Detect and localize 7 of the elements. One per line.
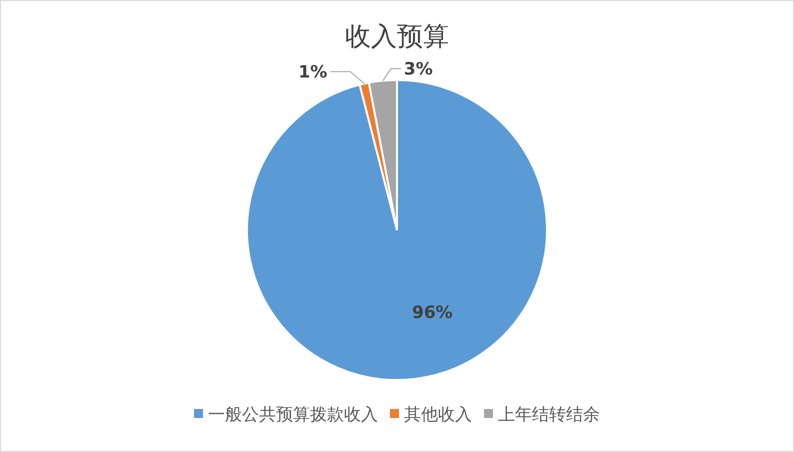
- legend-label: 上年结转结余: [498, 405, 600, 425]
- data-label: 1%: [298, 62, 328, 83]
- legend-label: 一般公共预算拨款收入: [208, 405, 378, 425]
- data-label: 3%: [404, 60, 433, 80]
- chart-title: 收入预算: [345, 22, 449, 52]
- data-label: 96%: [412, 302, 453, 323]
- legend-label: 其他收入: [404, 405, 472, 425]
